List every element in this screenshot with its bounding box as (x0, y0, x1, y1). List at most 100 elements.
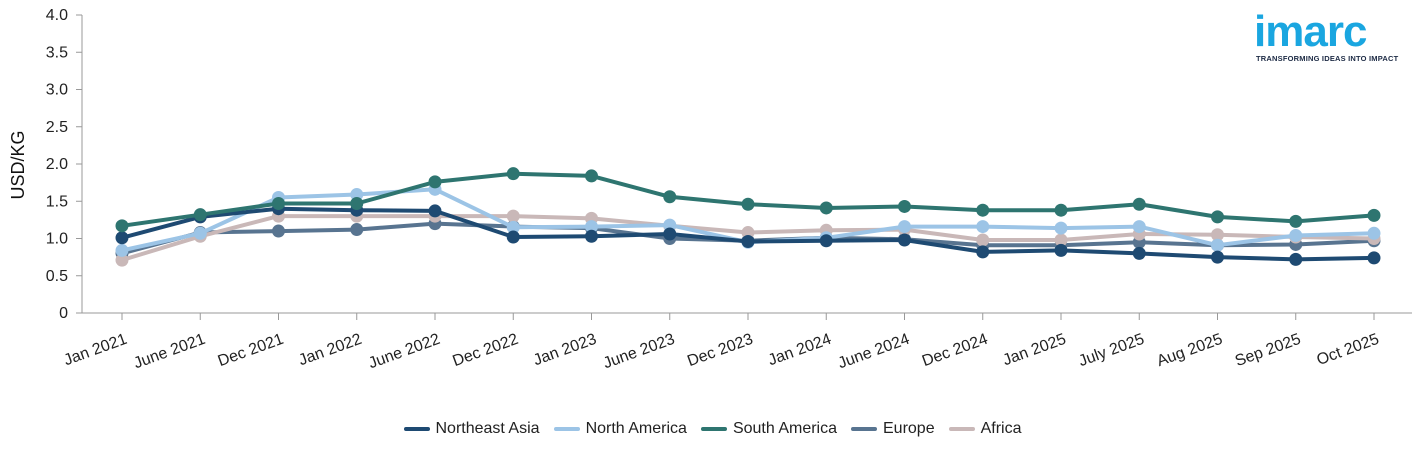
chart-legend: Northeast Asia North America South America… (0, 420, 1425, 438)
data-point-south-america (1289, 214, 1303, 228)
x-tick-label: Jan 2022 (296, 331, 364, 370)
y-axis-title: USD/KG (8, 130, 28, 199)
x-tick-label: June 2021 (132, 331, 208, 373)
x-tick-label: June 2024 (836, 331, 912, 373)
legend-swatch (700, 427, 727, 431)
data-point-north-america (663, 218, 677, 232)
data-point-northeast-asia (663, 227, 677, 241)
x-tick-label: Dec 2024 (920, 331, 990, 370)
legend-swatch (948, 427, 975, 431)
data-point-south-america (976, 203, 990, 217)
y-tick-label: 1.5 (46, 193, 68, 210)
data-point-northeast-asia (1211, 250, 1224, 264)
legend-item-north-america: North America (553, 420, 687, 438)
data-point-north-america (350, 188, 364, 202)
data-point-south-america (1132, 197, 1146, 211)
data-point-south-america (663, 190, 677, 204)
data-point-north-america (1054, 221, 1068, 235)
x-tick-label: Jan 2021 (62, 331, 130, 370)
data-point-northeast-asia (1132, 246, 1146, 260)
data-point-africa (1054, 233, 1068, 247)
x-tick-label: Sep 2025 (1233, 331, 1303, 370)
data-point-south-america (115, 219, 129, 233)
series-layer (115, 167, 1381, 267)
legend-item-northeast-asia: Northeast Asia (403, 420, 540, 438)
data-point-northeast-asia (115, 231, 129, 245)
data-point-north-america (898, 220, 911, 234)
data-point-africa (741, 226, 755, 240)
data-point-south-america (506, 167, 520, 181)
data-point-africa (506, 209, 520, 223)
logo-wordmark: imarc (1254, 7, 1367, 56)
data-point-northeast-asia (585, 229, 598, 243)
data-point-south-america (350, 196, 364, 210)
y-tick-label: 1.0 (46, 231, 68, 248)
y-tick-label: 3.0 (46, 82, 68, 99)
imarc-logo: imarc TRANSFORMING IDEAS INTO IMPACT (1250, 8, 1400, 68)
data-point-south-america (1054, 203, 1068, 217)
x-tick-label: Jan 2023 (531, 331, 599, 370)
data-point-south-america (898, 199, 911, 213)
x-tick-label: Dec 2023 (685, 331, 755, 370)
data-point-africa (115, 253, 129, 267)
data-point-africa (1211, 228, 1224, 242)
legend-label: Europe (883, 420, 935, 437)
legend-label: Northeast Asia (435, 420, 540, 437)
data-point-south-america (1367, 208, 1381, 222)
data-point-northeast-asia (976, 245, 990, 259)
x-axis: Jan 2021 June 2021 Dec 2021 Jan 2022 June 20… (62, 312, 1412, 373)
x-tick-label: Aug 2025 (1155, 331, 1225, 370)
y-tick-label: 0.5 (46, 268, 68, 285)
y-tick-label: 3.5 (46, 44, 68, 61)
x-tick-label: June 2022 (366, 331, 442, 373)
y-tick-label: 2.0 (46, 156, 68, 173)
data-point-northeast-asia (1289, 252, 1303, 266)
data-point-south-america (1211, 210, 1224, 224)
legend-item-south-america: South America (700, 420, 837, 438)
legend-label: Africa (980, 420, 1022, 437)
data-point-south-america (272, 196, 285, 210)
y-axis: 4.0 3.5 3.0 2.5 2.0 1.5 1.0 0.5 0 (46, 7, 83, 322)
x-tick-label: July 2025 (1076, 331, 1146, 370)
y-tick-label: 2.5 (46, 119, 68, 136)
data-point-europe (350, 223, 364, 237)
data-point-north-america (1367, 226, 1381, 240)
y-tick-label: 0 (59, 305, 68, 322)
data-point-northeast-asia (741, 234, 755, 248)
legend-swatch (403, 427, 430, 431)
data-point-south-america (819, 201, 833, 215)
x-tick-label: Jan 2024 (766, 331, 834, 370)
data-point-northeast-asia (1367, 251, 1381, 265)
data-point-south-america (428, 175, 442, 189)
legend-label: South America (732, 420, 837, 437)
legend-item-europe: Europe (851, 420, 935, 438)
legend-label: North America (585, 420, 687, 437)
legend-swatch (553, 427, 580, 431)
data-point-northeast-asia (428, 204, 442, 218)
data-point-north-america (115, 243, 129, 257)
y-tick-label: 4.0 (46, 7, 68, 24)
data-point-africa (976, 233, 990, 247)
data-point-north-america (1132, 220, 1146, 234)
data-point-south-america (193, 208, 207, 222)
data-point-north-america (1289, 229, 1303, 243)
data-point-northeast-asia (1054, 243, 1068, 257)
data-point-north-america (1211, 238, 1224, 252)
data-point-north-america (193, 226, 207, 240)
data-point-south-america (741, 197, 755, 211)
data-point-north-america (976, 220, 990, 234)
data-point-europe (272, 224, 285, 238)
x-tick-label: Oct 2025 (1315, 331, 1382, 369)
logo-tagline: TRANSFORMING IDEAS INTO IMPACT (1256, 54, 1399, 63)
data-point-northeast-asia (819, 234, 833, 248)
data-point-northeast-asia (506, 230, 520, 244)
x-tick-label: Jan 2025 (1001, 331, 1069, 370)
x-tick-label: Dec 2021 (216, 331, 286, 370)
data-point-northeast-asia (898, 233, 911, 247)
legend-swatch (851, 427, 877, 431)
data-point-north-america (585, 220, 598, 234)
data-point-north-america (506, 220, 520, 234)
x-tick-label: Dec 2022 (450, 331, 520, 370)
data-point-south-america (585, 169, 598, 183)
